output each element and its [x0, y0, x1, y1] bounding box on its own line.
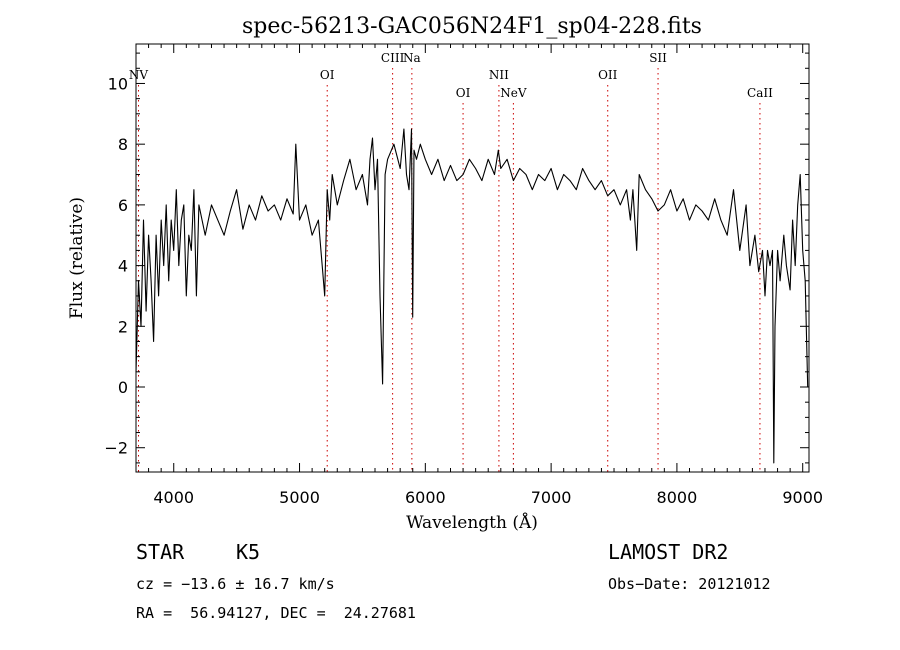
y-tick-label-3: 4	[118, 257, 128, 276]
spectral-line-label-3: Na	[403, 51, 421, 65]
axes-layer: 4000 5000 6000 7000 8000 9000 −2 0 2 4 6 8 10	[104, 44, 823, 507]
spectral-line-label-6: NeV	[500, 86, 527, 100]
redshift-info: cz = −13.6 ± 16.7 km/s	[136, 575, 335, 593]
spectrum-series-0	[135, 128, 809, 464]
spectral-line-label-0: NV	[129, 68, 149, 82]
spectral-line-label-2: CIII	[381, 51, 405, 65]
spectral-line-label-7: OII	[598, 68, 618, 82]
spectral-line-label-5: NII	[489, 68, 509, 82]
y-axis-label: Flux (relative)	[67, 197, 87, 319]
y-tick-label-4: 6	[118, 196, 128, 215]
x-tick-label-1: 5000	[279, 488, 320, 507]
coordinates-info: RA = 56.94127, DEC = 24.27681	[136, 604, 416, 622]
spectrum-layer	[135, 128, 809, 464]
survey-name: LAMOST DR2	[608, 540, 729, 564]
spectral-line-label-9: CaII	[747, 86, 773, 100]
spectral-line-label-4: OI	[456, 86, 471, 100]
x-tick-label-5: 9000	[782, 488, 823, 507]
y-tick-label-1: 0	[118, 378, 128, 397]
x-tick-label-2: 6000	[405, 488, 446, 507]
y-tick-label-0: −2	[104, 439, 128, 458]
spectral-line-label-1: OI	[320, 68, 335, 82]
object-class: STAR	[136, 540, 185, 564]
y-tick-label-6: 10	[108, 74, 128, 93]
x-axis-label: Wavelength (Å)	[406, 512, 538, 533]
y-tick-label-2: 2	[118, 317, 128, 336]
x-tick-label-3: 7000	[531, 488, 572, 507]
object-subclass: K5	[236, 540, 261, 564]
x-tick-label-4: 8000	[657, 488, 698, 507]
y-tick-label-5: 8	[118, 135, 128, 154]
plot-frame	[135, 43, 810, 473]
spectral-line-label-8: SII	[649, 51, 667, 65]
obs-date: Obs−Date: 20121012	[608, 575, 771, 593]
x-tick-label-0: 4000	[153, 488, 194, 507]
chart-title: spec-56213-GAC056N24F1_sp04-228.fits	[242, 14, 702, 39]
